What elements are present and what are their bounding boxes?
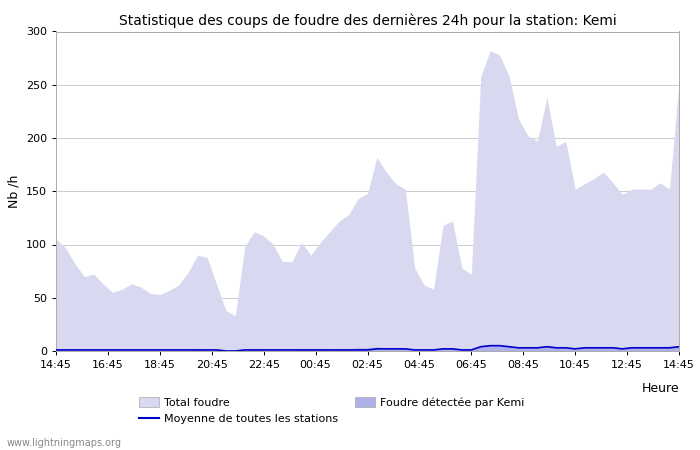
Legend: Total foudre, Moyenne de toutes les stations, Foudre détectée par Kemi: Total foudre, Moyenne de toutes les stat… — [136, 395, 527, 427]
Text: Heure: Heure — [641, 382, 679, 395]
Title: Statistique des coups de foudre des dernières 24h pour la station: Kemi: Statistique des coups de foudre des dern… — [118, 13, 617, 27]
Y-axis label: Nb /h: Nb /h — [7, 175, 20, 208]
Text: www.lightningmaps.org: www.lightningmaps.org — [7, 438, 122, 448]
